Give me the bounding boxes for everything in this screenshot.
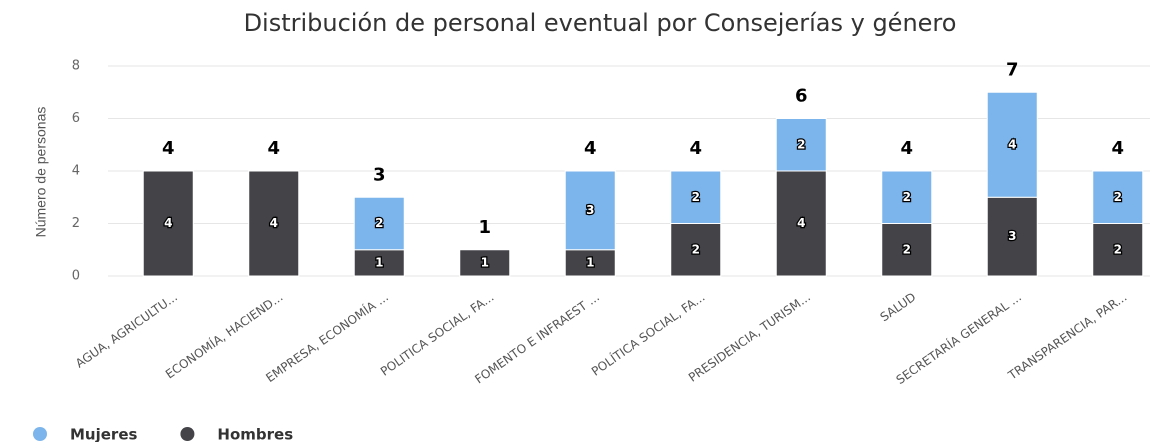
total-label: 4	[584, 138, 597, 159]
data-label: 3	[586, 203, 594, 217]
bar-segment	[670, 170, 722, 224]
bar-segment	[564, 170, 616, 251]
y-tick-label: 0	[72, 269, 80, 284]
bar-segment	[1092, 223, 1144, 277]
bar-segment	[986, 91, 1038, 198]
data-label: 2	[903, 242, 911, 256]
data-label: 4	[797, 216, 805, 230]
total-label: 4	[900, 138, 913, 159]
total-label: 4	[689, 138, 702, 159]
x-tick-label: PRESIDENCIA, TURISM...	[686, 290, 813, 385]
data-label: 1	[375, 255, 383, 269]
data-label: 2	[692, 190, 700, 204]
x-tick-label: SALUD	[878, 290, 919, 325]
y-tick-label: 4	[72, 164, 80, 179]
data-label: 3	[1008, 229, 1016, 243]
total-label: 1	[478, 217, 491, 238]
data-label: 4	[270, 216, 278, 230]
total-label: 4	[1111, 138, 1124, 159]
chart-title: Distribución de personal eventual por Co…	[244, 9, 957, 37]
data-label: 4	[1008, 137, 1016, 151]
data-label: 2	[1114, 242, 1122, 256]
y-tick-label: 8	[72, 59, 80, 74]
y-tick-label: 2	[72, 216, 80, 231]
bar-segment	[881, 170, 933, 224]
legend-marker	[33, 427, 47, 441]
total-label: 7	[1006, 59, 1019, 80]
data-label: 2	[903, 190, 911, 204]
bar-segment	[881, 223, 933, 277]
x-tick-label: TRANSPARENCIA, PAR...	[1005, 290, 1130, 383]
x-tick-label: POLÍTICA SOCIAL, FA...	[588, 289, 707, 379]
total-label: 6	[795, 86, 808, 107]
bar-segment	[248, 170, 300, 277]
x-tick-label: POLITICA SOCIAL, FA...	[378, 290, 497, 379]
y-tick-label: 6	[72, 111, 80, 126]
bar-segment	[142, 170, 194, 277]
legend-marker	[180, 427, 195, 441]
data-label: 2	[375, 216, 383, 230]
total-label: 4	[267, 138, 280, 159]
data-label: 1	[481, 255, 489, 269]
data-label: 2	[797, 137, 805, 151]
data-label: 2	[1114, 190, 1122, 204]
bar-segment	[353, 196, 405, 251]
x-tick-label: AGUA, AGRICULTU...	[73, 290, 180, 371]
data-label: 4	[164, 216, 172, 230]
bar-segment	[459, 249, 511, 277]
bar-segment	[1092, 170, 1144, 224]
data-label: 1	[586, 255, 594, 269]
total-label: 4	[162, 138, 175, 159]
data-label: 2	[692, 242, 700, 256]
bar-segment	[775, 170, 827, 277]
x-tick-label: ECONOMÍA, HACIEND...	[162, 289, 285, 381]
legend-label: Mujeres	[70, 426, 137, 442]
bar-segment	[775, 118, 827, 172]
total-label: 3	[373, 164, 386, 185]
legend-label: Hombres	[217, 426, 293, 442]
y-axis-title: Número de personas	[33, 107, 49, 238]
